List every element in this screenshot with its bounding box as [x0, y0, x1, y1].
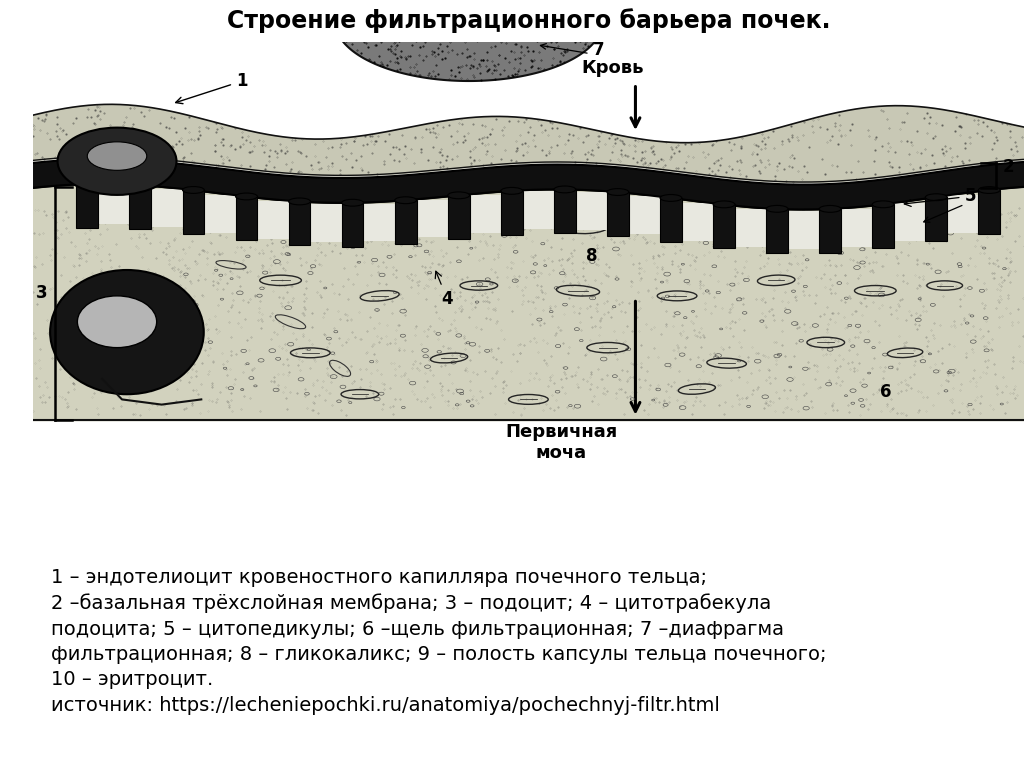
Bar: [205, 195, 236, 233]
Bar: [152, 189, 182, 227]
Text: 4: 4: [435, 272, 453, 308]
Bar: [417, 199, 447, 238]
Ellipse shape: [660, 195, 682, 202]
Bar: [394, 200, 417, 244]
Text: 1 – эндотелиоцит кровеностного капилляра почечного тельца;
2 –базальная трёхслой: 1 – эндотелиоцит кровеностного капилляра…: [50, 568, 826, 715]
Bar: [713, 204, 735, 249]
Bar: [77, 184, 98, 228]
Bar: [872, 204, 894, 249]
Bar: [788, 211, 819, 249]
Ellipse shape: [501, 187, 522, 194]
Text: 7: 7: [593, 41, 604, 59]
Polygon shape: [335, 0, 603, 81]
Bar: [947, 195, 978, 233]
Bar: [819, 209, 841, 253]
Text: 6: 6: [881, 383, 892, 401]
Text: Первичная
моча: Первичная моча: [505, 423, 617, 462]
Text: 1: 1: [176, 72, 248, 104]
Bar: [98, 186, 129, 224]
Ellipse shape: [872, 201, 894, 208]
Bar: [470, 195, 501, 232]
Ellipse shape: [926, 194, 947, 201]
Bar: [236, 196, 257, 240]
Ellipse shape: [182, 186, 205, 193]
Ellipse shape: [554, 186, 575, 193]
Ellipse shape: [50, 270, 204, 394]
Ellipse shape: [713, 201, 735, 208]
Ellipse shape: [447, 192, 470, 199]
Ellipse shape: [766, 206, 788, 212]
Bar: [978, 190, 1000, 234]
Bar: [364, 204, 394, 242]
Bar: [607, 192, 629, 236]
Bar: [575, 192, 607, 230]
Ellipse shape: [77, 181, 98, 188]
Bar: [682, 203, 713, 241]
Bar: [522, 192, 554, 229]
Ellipse shape: [342, 199, 364, 206]
Bar: [629, 196, 660, 234]
Bar: [841, 209, 872, 247]
Bar: [182, 190, 205, 234]
Text: 5: 5: [904, 187, 976, 206]
Bar: [257, 201, 289, 239]
Bar: [447, 196, 470, 239]
Ellipse shape: [78, 296, 157, 347]
Bar: [735, 209, 766, 247]
Text: 3: 3: [36, 285, 47, 302]
Bar: [342, 202, 364, 247]
Ellipse shape: [129, 182, 152, 189]
Bar: [501, 191, 522, 235]
Bar: [289, 202, 310, 245]
Text: Строение фильтрационного барьера почек.: Строение фильтрационного барьера почек.: [226, 8, 830, 34]
Bar: [554, 189, 575, 233]
Bar: [926, 197, 947, 242]
Text: 2: 2: [1002, 157, 1014, 176]
Bar: [129, 185, 152, 229]
Bar: [660, 198, 682, 242]
Text: 8: 8: [586, 247, 597, 265]
Ellipse shape: [87, 142, 146, 170]
Bar: [894, 202, 926, 241]
Ellipse shape: [394, 197, 417, 204]
Ellipse shape: [607, 189, 629, 196]
Text: Кровь: Кровь: [581, 59, 643, 77]
Ellipse shape: [978, 186, 1000, 193]
Ellipse shape: [236, 193, 257, 200]
Ellipse shape: [289, 198, 310, 205]
Bar: [766, 209, 788, 253]
Ellipse shape: [819, 206, 841, 212]
Bar: [310, 204, 342, 242]
Ellipse shape: [57, 127, 176, 195]
